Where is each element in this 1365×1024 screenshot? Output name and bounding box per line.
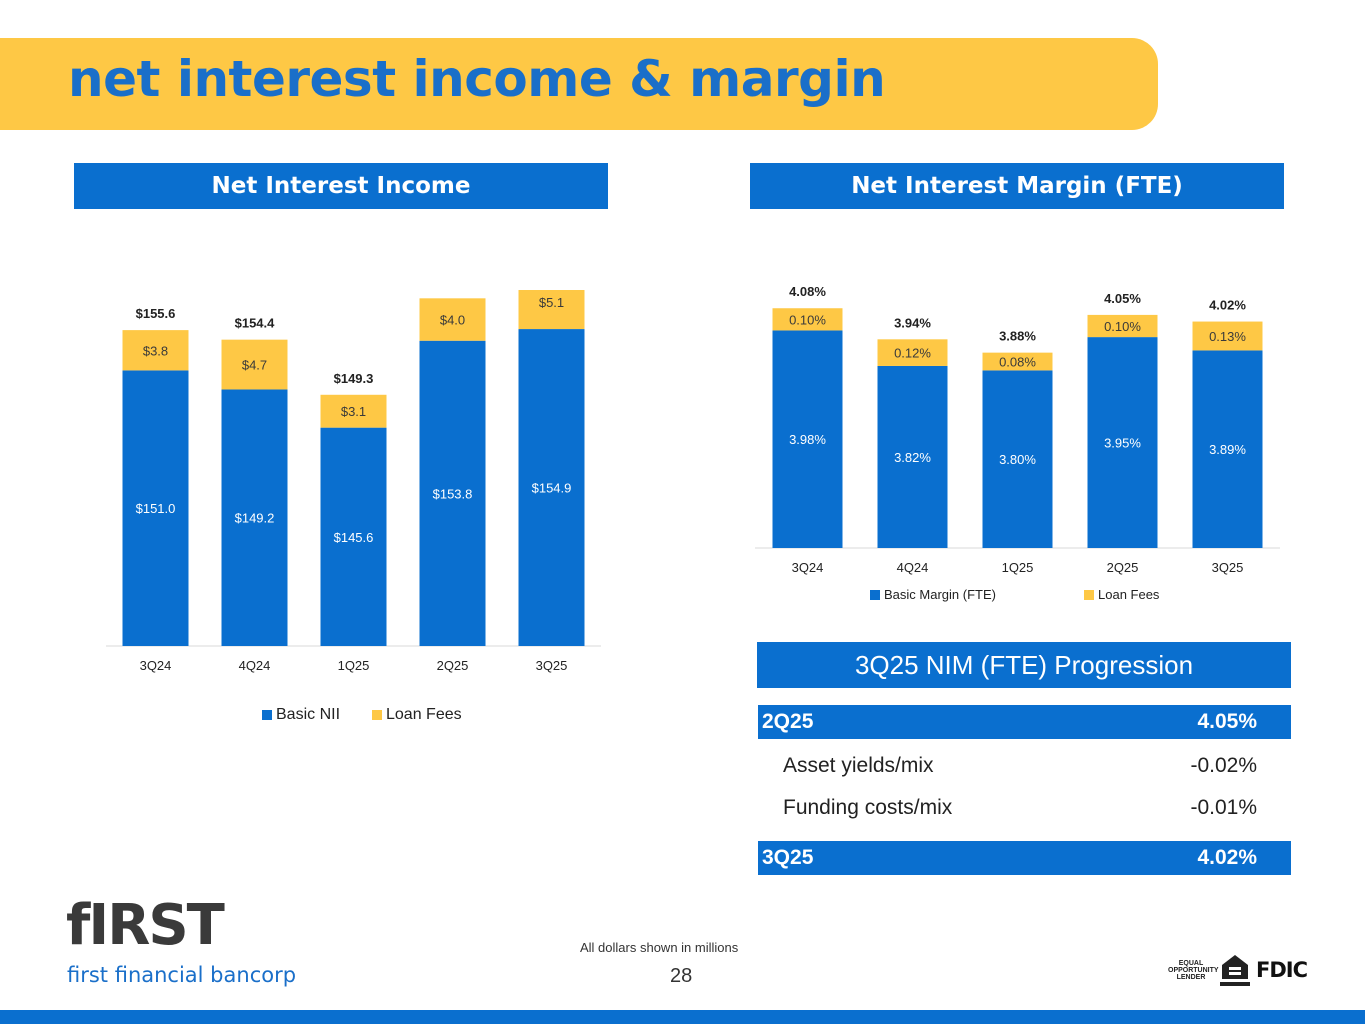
data-label-fees: 0.13% — [1209, 329, 1246, 344]
total-label: 3.88% — [999, 329, 1036, 344]
page-number: 28 — [670, 965, 693, 987]
bar-4Q24-fees — [877, 339, 948, 366]
bar-2Q25-fees — [1087, 314, 1158, 338]
bar-3Q25-fees — [518, 290, 585, 330]
data-label-fees: $5.1 — [539, 295, 564, 310]
data-label-base: 3.98% — [789, 432, 826, 447]
fdic-logo: FDIC — [1256, 958, 1308, 982]
page-title: net interest income & margin — [68, 50, 886, 108]
bar-3Q24-base — [772, 330, 843, 548]
legend-label: Basic NII — [276, 706, 340, 723]
bar-4Q24-base — [877, 365, 948, 548]
total-label: 3.94% — [894, 315, 931, 330]
legend-label: Basic Margin (FTE) — [884, 587, 996, 602]
legend-label: Loan Fees — [1098, 587, 1160, 602]
bar-3Q24-fees — [122, 330, 189, 371]
company-name: first financial bancorp — [67, 963, 297, 987]
total-label: 4.08% — [789, 284, 826, 299]
legend-swatch — [1084, 590, 1094, 600]
data-label-fees: 0.10% — [789, 312, 826, 327]
data-label-fees: $4.7 — [242, 358, 267, 373]
x-tick-label: 2Q25 — [1107, 560, 1139, 575]
data-label-base: $153.8 — [433, 486, 473, 501]
bar-3Q24-base — [122, 370, 189, 646]
data-label-fees: 0.12% — [894, 346, 931, 361]
footnote: All dollars shown in millions — [580, 940, 739, 955]
x-tick-label: 4Q24 — [239, 658, 271, 673]
nim-row-value: -0.01% — [1190, 796, 1257, 819]
bar-3Q24-fees — [772, 308, 843, 331]
legend-swatch — [262, 710, 272, 720]
data-label-base: 3.82% — [894, 450, 931, 465]
x-tick-label: 4Q24 — [897, 560, 929, 575]
company-logo: fIRST — [66, 893, 225, 958]
x-tick-label: 3Q24 — [792, 560, 824, 575]
data-label-fees: 0.08% — [999, 355, 1036, 370]
x-tick-label: 1Q25 — [338, 658, 370, 673]
nim-panel-title: Net Interest Margin (FTE) — [750, 163, 1284, 209]
data-label-base: 3.89% — [1209, 442, 1246, 457]
regulatory-badges: EQUAL OPPORTUNITY LENDER FDIC — [1168, 952, 1308, 988]
legend-label: Loan Fees — [386, 706, 462, 723]
bottom-bar — [0, 1010, 1365, 1024]
bar-4Q24-base — [221, 389, 288, 646]
legend-swatch — [870, 590, 880, 600]
total-label: $155.6 — [136, 306, 176, 321]
x-tick-label: 3Q25 — [536, 658, 568, 673]
data-label-base: $154.9 — [532, 481, 572, 496]
equal-opportunity-badge: EQUAL OPPORTUNITY LENDER — [1168, 959, 1219, 981]
x-tick-label: 3Q25 — [1212, 560, 1244, 575]
nim-row-end: 3Q25 4.02% — [758, 841, 1291, 875]
bar-2Q25-fees — [419, 298, 486, 341]
data-label-base: $145.6 — [334, 530, 374, 545]
nim-chart: 3.98% 0.10% 4.08% 3Q24 3.82% 0.12% 3.94% 4Q24 3.… — [755, 284, 1280, 602]
title-banner — [0, 38, 1158, 130]
bar-1Q25-base — [982, 370, 1053, 548]
nim-progression-table: 2Q25 4.05% Asset yields/mix -0.02% Fundi… — [758, 705, 1291, 875]
data-label-fees: $3.1 — [341, 404, 366, 419]
x-tick-label: 2Q25 — [437, 658, 469, 673]
x-tick-label: 3Q24 — [140, 658, 172, 673]
bar-1Q25-fees — [982, 352, 1053, 371]
equal-housing-icon — [1220, 953, 1250, 987]
total-label: 4.05% — [1104, 291, 1141, 306]
nim-row-label: Asset yields/mix — [783, 754, 934, 777]
data-label-base: $149.2 — [235, 511, 275, 526]
bar-3Q25-base — [518, 329, 585, 646]
total-label: $149.3 — [334, 371, 374, 386]
nii-chart: $151.0 $3.8 $155.6 3Q24 $149.2 $4.7 $154.4 4Q24… — [106, 290, 601, 723]
data-label-base: 3.95% — [1104, 436, 1141, 451]
nim-row-value: 4.02% — [1197, 846, 1257, 869]
legend-swatch — [372, 710, 382, 720]
bar-2Q25-base — [1087, 337, 1158, 548]
bar-3Q25-fees — [1192, 321, 1263, 351]
nii-panel-title: Net Interest Income — [74, 163, 608, 209]
nim-progression-title: 3Q25 NIM (FTE) Progression — [757, 642, 1291, 688]
nim-row-label: 3Q25 — [762, 846, 814, 869]
nim-row-value: -0.02% — [1190, 754, 1257, 777]
nim-row-label: 2Q25 — [762, 710, 814, 733]
nim-row-asset: Asset yields/mix -0.02% — [758, 745, 1291, 787]
x-tick-label: 1Q25 — [1002, 560, 1034, 575]
bar-4Q24-fees — [221, 339, 288, 390]
total-label: 4.02% — [1209, 298, 1246, 313]
data-label-base: 3.80% — [999, 452, 1036, 467]
nim-row-funding: Funding costs/mix -0.01% — [758, 787, 1291, 829]
total-label: $154.4 — [235, 316, 276, 331]
data-label-fees: $3.8 — [143, 343, 168, 358]
bar-3Q25-base — [1192, 350, 1263, 548]
data-label-fees: $4.0 — [440, 313, 465, 328]
nim-row-label: Funding costs/mix — [783, 796, 953, 819]
nim-row-start: 2Q25 4.05% — [758, 705, 1291, 739]
bar-1Q25-fees — [320, 394, 387, 428]
data-label-base: $151.0 — [136, 501, 176, 516]
bar-1Q25-base — [320, 427, 387, 646]
data-label-fees: 0.10% — [1104, 319, 1141, 334]
nim-row-value: 4.05% — [1197, 710, 1257, 733]
bar-2Q25-base — [419, 340, 486, 646]
